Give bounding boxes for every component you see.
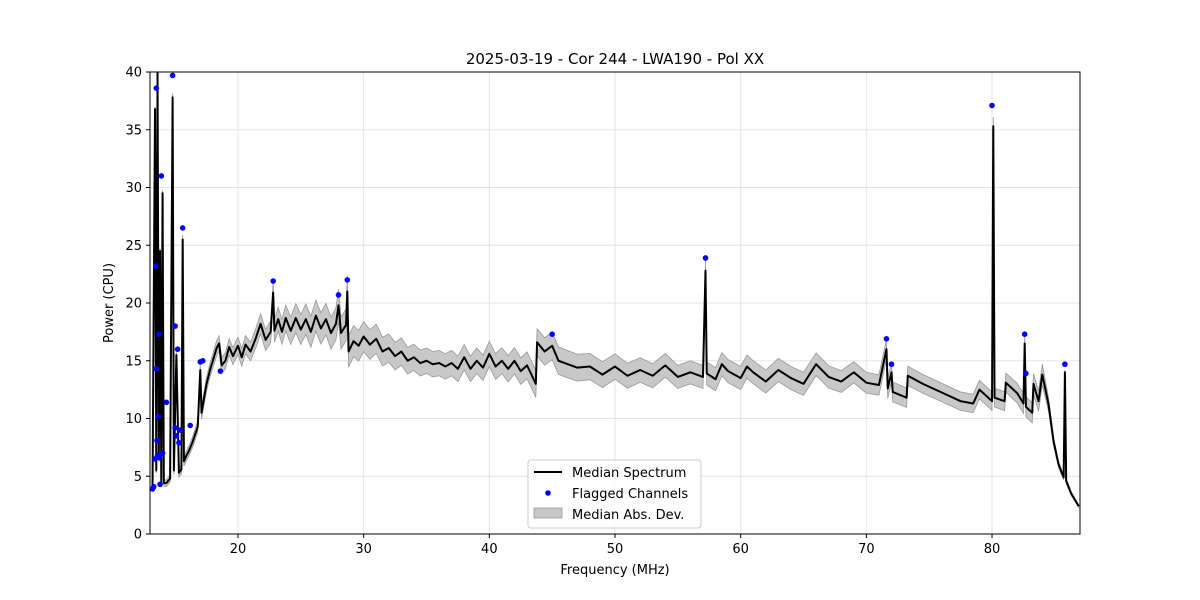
y-axis-label: Power (CPU) (102, 263, 117, 343)
median-spectrum-line (151, 72, 1080, 507)
chart-title: 2025-03-19 - Cor 244 - LWA190 - Pol XX (466, 50, 764, 68)
flagged-point (174, 346, 181, 353)
flagged-point (883, 336, 890, 342)
flagged-point (989, 102, 995, 109)
legend-box (527, 459, 702, 529)
flagged-point (150, 483, 157, 490)
flagged-point (1021, 331, 1028, 337)
x-axis-label: Frequency (MHz) (560, 563, 669, 578)
flagged-point (177, 427, 183, 433)
x-tick-label: 80 (984, 542, 1001, 557)
x-tick-label: 50 (607, 542, 624, 557)
median-line-layer (151, 72, 1080, 507)
flagged-point (173, 433, 180, 439)
legend-flagged-swatch (545, 490, 551, 496)
flagged-point (187, 422, 194, 429)
flagged-point (1062, 361, 1068, 368)
x-axis-ticks: 20 30 40 50 60 70 80 (230, 534, 1001, 557)
y-tick-label: 0 (134, 528, 142, 543)
legend-flagged-label: Flagged Channels (572, 487, 688, 502)
legend-median-label: Median Spectrum (572, 466, 686, 481)
flagged-point (176, 439, 182, 446)
y-tick-label: 25 (125, 239, 142, 254)
flagged-point (344, 277, 351, 283)
y-tick-label: 15 (125, 354, 142, 369)
flagged-point (1023, 370, 1029, 377)
y-tick-label: 30 (125, 181, 142, 196)
mad-band-layer (152, 72, 1080, 509)
flagged-point (217, 368, 224, 374)
y-tick-label: 20 (125, 297, 142, 312)
y-tick-label: 5 (134, 470, 142, 485)
y-tick-label: 35 (125, 123, 142, 138)
x-tick-label: 30 (355, 542, 372, 557)
flagged-point (156, 331, 162, 337)
flagged-point (179, 225, 186, 231)
flagged-point (156, 454, 163, 461)
y-axis-ticks: 0 5 10 15 20 25 30 35 40 (125, 66, 150, 543)
flagged-point (199, 357, 206, 364)
flagged-point (158, 173, 165, 179)
flagged-point (155, 413, 161, 419)
flagged-point (335, 292, 342, 298)
flagged-point (270, 278, 276, 284)
flagged-point (702, 255, 709, 261)
flagged-points-layer (150, 72, 1068, 492)
y-tick-label: 40 (125, 66, 142, 81)
legend: Median Spectrum Flagged Channels Median … (527, 459, 702, 529)
flagged-point (153, 366, 160, 372)
x-tick-label: 60 (732, 542, 749, 557)
legend-mad-swatch (533, 507, 563, 519)
x-tick-label: 20 (230, 542, 247, 557)
flagged-point (549, 331, 555, 337)
flagged-point (172, 424, 178, 431)
flagged-point (169, 72, 176, 79)
mad-band (152, 72, 1080, 509)
flagged-point (163, 399, 170, 406)
flagged-point (154, 437, 160, 444)
flagged-point (152, 263, 159, 269)
flagged-point (159, 450, 166, 456)
x-tick-label: 40 (481, 542, 498, 557)
flagged-point (888, 361, 895, 368)
y-tick-label: 10 (125, 412, 142, 427)
flagged-point (153, 85, 160, 91)
legend-mad-label: Median Abs. Dev. (572, 508, 684, 523)
x-tick-label: 70 (858, 542, 875, 557)
flagged-point (172, 323, 178, 329)
flagged-point (157, 481, 163, 488)
